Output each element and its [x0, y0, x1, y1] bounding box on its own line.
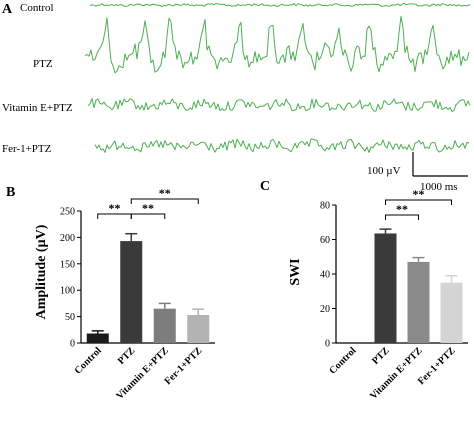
chart-b-y-tick-label: 50	[65, 312, 75, 323]
eeg-trace-control	[89, 2, 471, 8]
chart-c-bar	[440, 282, 463, 343]
chart-c-significance-label: **	[396, 202, 408, 216]
panel-c-letter: C	[260, 179, 270, 194]
chart-b-significance-label: **	[142, 201, 154, 215]
chart-b-y-tick-label: 200	[60, 233, 75, 244]
panel-b-letter: B	[6, 185, 15, 200]
trace-label-vitamin-e-ptz: Vitamin E+PTZ	[2, 102, 73, 114]
chart-b-significance-label: **	[159, 186, 171, 200]
chart-b-y-tick-label: 100	[60, 286, 75, 297]
scale-bar-time-label: 1000 ms	[420, 181, 458, 193]
trace-label-ptz: PTZ	[33, 58, 53, 70]
chart-b-y-axis-title: Amplitude (µV)	[34, 224, 49, 319]
chart-b-category-label: Control	[73, 345, 104, 376]
scale-bar: 100 µV 1000 ms	[367, 152, 468, 193]
chart-b-bar	[153, 308, 176, 343]
chart-c-bar	[374, 233, 397, 343]
chart-c-significance-label: **	[413, 187, 425, 201]
chart-b-bar	[120, 241, 143, 343]
chart-b-bar	[86, 333, 109, 343]
eeg-trace-ptz	[84, 15, 470, 74]
chart-c-y-tick-label: 80	[320, 201, 330, 212]
chart-b-category-label: PTZ	[116, 345, 138, 367]
chart-c-y-tick-label: 0	[325, 339, 330, 350]
chart-b-significance-label: **	[109, 201, 121, 215]
chart-b-bar	[187, 315, 210, 343]
chart-b-y-tick-label: 0	[70, 339, 75, 350]
chart-c-significance-bracket	[385, 214, 419, 220]
eeg-traces	[84, 2, 471, 153]
chart-c-y-axis-title: SWI	[288, 258, 303, 285]
trace-label-fer1-ptz: Fer-1+PTZ	[2, 143, 52, 155]
panel-a-letter: A	[2, 2, 13, 17]
eeg-trace-fer1-ptz	[94, 138, 470, 153]
scale-bar-voltage-label: 100 µV	[367, 165, 401, 177]
chart-b-significance-bracket	[130, 213, 166, 219]
chart-b-significance-bracket	[130, 198, 199, 204]
chart-c-significance-bracket	[385, 199, 452, 205]
chart-c-category-label: PTZ	[370, 345, 392, 367]
chart-c-bar	[407, 261, 430, 343]
eeg-trace-vitamin-e-ptz	[87, 97, 471, 112]
chart-c-y-tick-label: 40	[320, 270, 330, 281]
chart-c-category-label: Control	[327, 345, 358, 376]
chart-b-y-tick-label: 250	[60, 207, 75, 218]
chart-c-y-tick-label: 20	[320, 304, 330, 315]
chart-c-y-tick-label: 60	[320, 235, 330, 246]
chart-b-y-tick-label: 150	[60, 259, 75, 270]
trace-label-control: Control	[20, 2, 54, 14]
